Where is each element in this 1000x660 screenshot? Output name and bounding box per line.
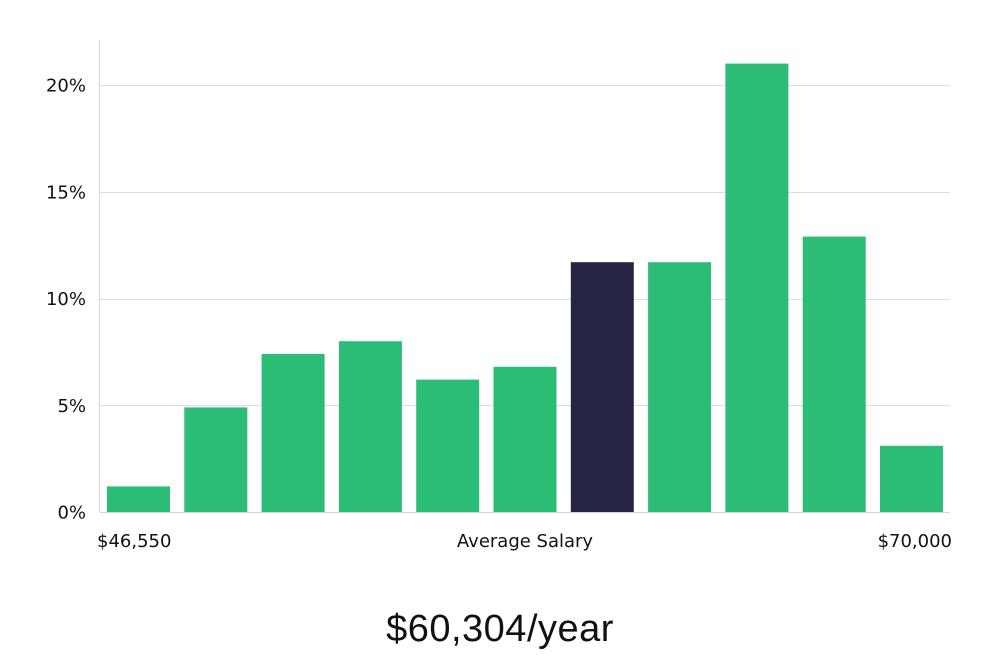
y-tick-labels: 0% 5% 10% 15% 20% [46,76,86,524]
bar [416,379,480,512]
y-tick-label: 20% [46,76,86,97]
x-max-label: $70,000 [878,531,952,552]
y-tick-label: 15% [46,182,86,203]
bars [107,63,943,512]
average-salary-value: $60,304/year [386,608,614,650]
bar [338,341,402,512]
bar [493,366,557,512]
bar [184,407,248,512]
y-tick-label: 0% [57,503,86,524]
x-min-label: $46,550 [97,531,171,552]
bar-highlighted [570,262,634,512]
bar [648,262,712,512]
bar [880,445,943,512]
x-axis-title: Average Salary [457,531,594,552]
bar [725,63,789,512]
y-tick-label: 10% [46,289,86,310]
salary-distribution-chart: 0% 5% 10% 15% 20% $46,550 Average Salary $70… [46,40,952,552]
y-tick-label: 5% [57,396,86,417]
bar [107,486,170,512]
bar [261,354,325,512]
bar [802,236,866,512]
